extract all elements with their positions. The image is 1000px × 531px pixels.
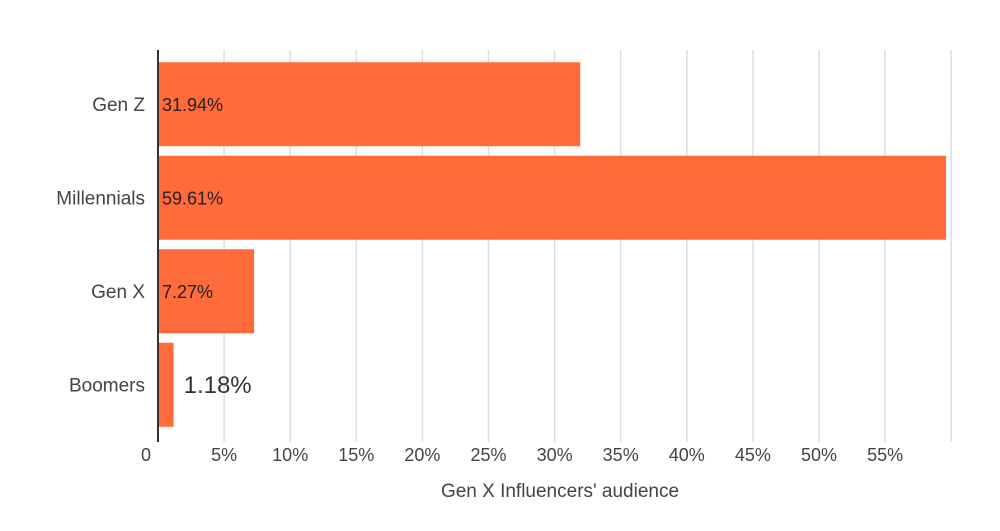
data-label: 7.27% (162, 282, 213, 302)
x-tick-label: 40% (669, 445, 705, 465)
x-tick-label: 10% (272, 445, 308, 465)
category-labels: Gen Z Millennials Gen X Boomers (56, 95, 145, 397)
category-label: Millennials (56, 188, 145, 209)
x-axis-title: Gen X Influencers' audience (441, 481, 679, 502)
x-tick-label: 15% (338, 445, 374, 465)
category-label: Gen X (91, 282, 145, 303)
bars (158, 62, 947, 427)
bar (158, 342, 174, 427)
x-tick-label: 55% (867, 445, 903, 465)
x-tick-label: 35% (603, 445, 639, 465)
category-label: Boomers (69, 375, 145, 396)
bar (158, 249, 255, 334)
x-tick-label: 5% (211, 445, 237, 465)
x-tick-label: 25% (470, 445, 506, 465)
x-tick-label: 45% (735, 445, 771, 465)
x-tick-label: 50% (801, 445, 837, 465)
data-labels: 31.94% 59.61% 7.27% 1.18% (162, 95, 252, 399)
bar (158, 62, 581, 147)
category-label: Gen Z (92, 95, 145, 116)
x-tick-label: 0 (141, 445, 151, 465)
x-tick-labels: 0 5% 10% 15% 20% 25% 30% 35% 40% 45% 50% 55% (141, 445, 903, 465)
data-label: 59.61% (162, 188, 223, 208)
data-label: 1.18% (184, 372, 252, 399)
x-tick-label: 30% (537, 445, 573, 465)
bar (158, 155, 947, 240)
x-tick-label: 20% (404, 445, 440, 465)
data-label: 31.94% (162, 95, 223, 115)
